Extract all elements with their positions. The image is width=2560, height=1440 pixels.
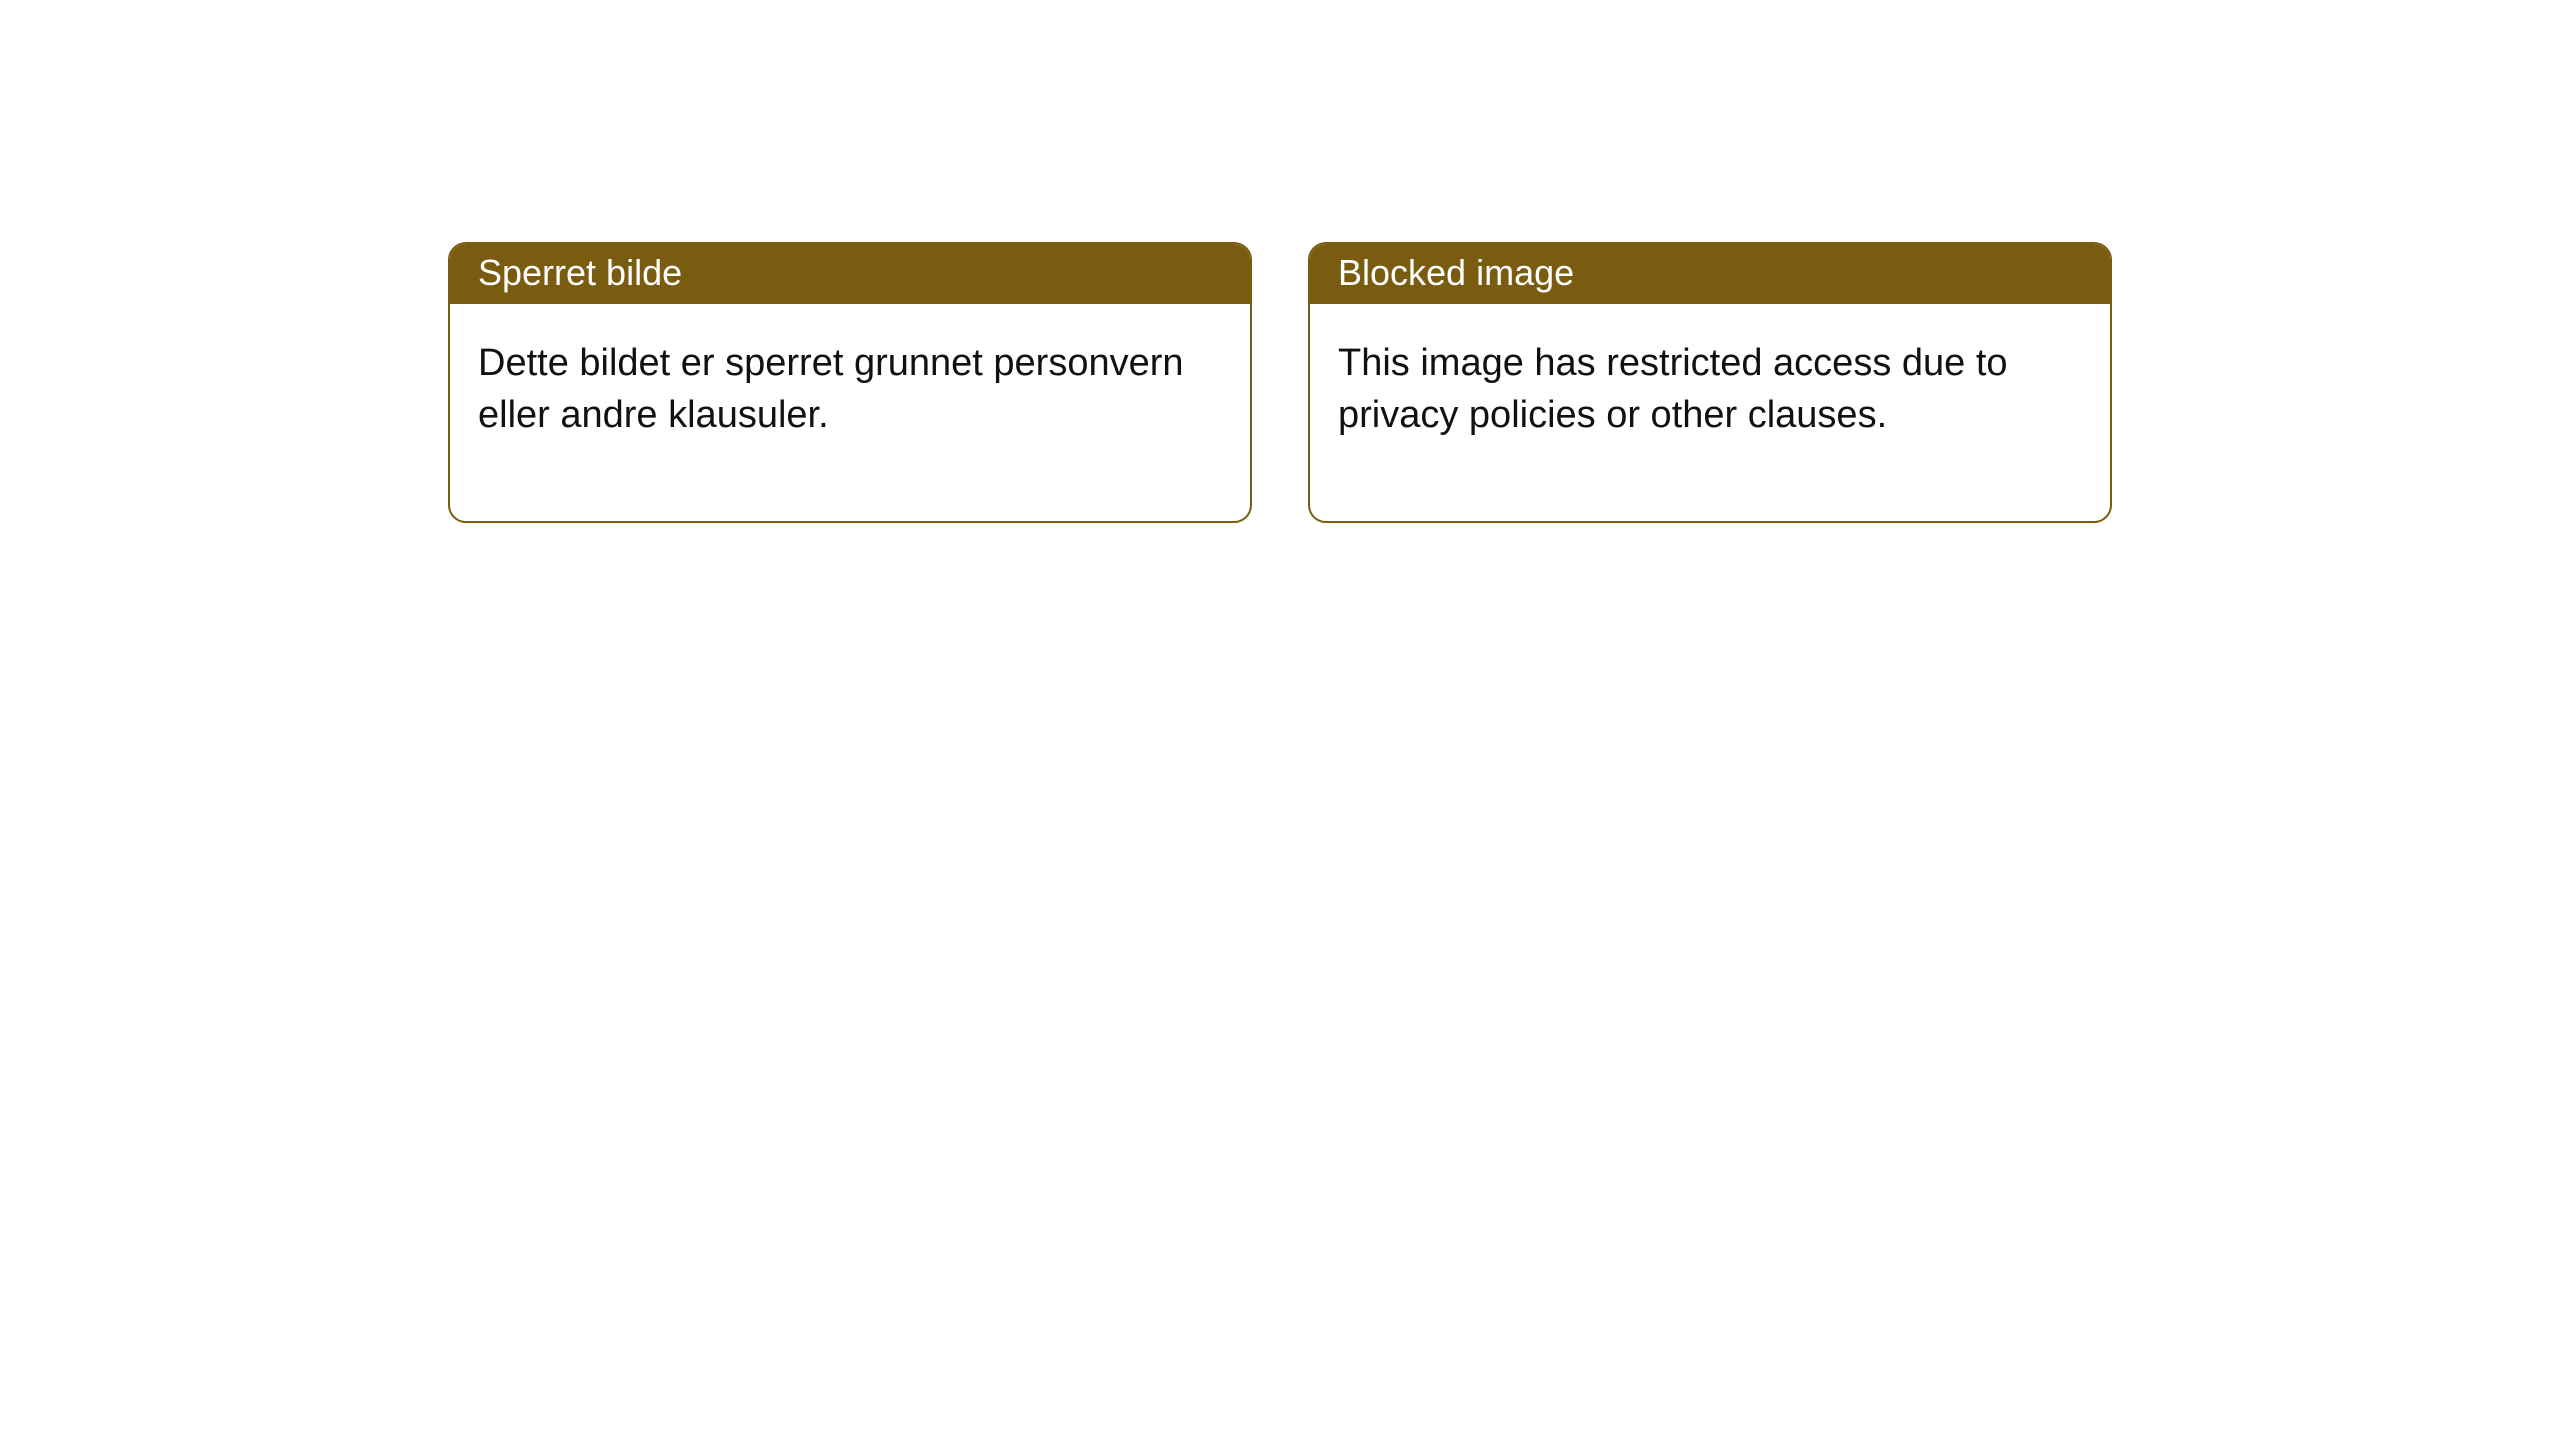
notice-header: Sperret bilde (450, 244, 1250, 304)
notice-card-norwegian: Sperret bilde Dette bildet er sperret gr… (448, 242, 1252, 523)
notice-header: Blocked image (1310, 244, 2110, 304)
notice-card-english: Blocked image This image has restricted … (1308, 242, 2112, 523)
notice-body: Dette bildet er sperret grunnet personve… (450, 304, 1250, 521)
notice-body: This image has restricted access due to … (1310, 304, 2110, 521)
notice-container: Sperret bilde Dette bildet er sperret gr… (0, 0, 2560, 523)
